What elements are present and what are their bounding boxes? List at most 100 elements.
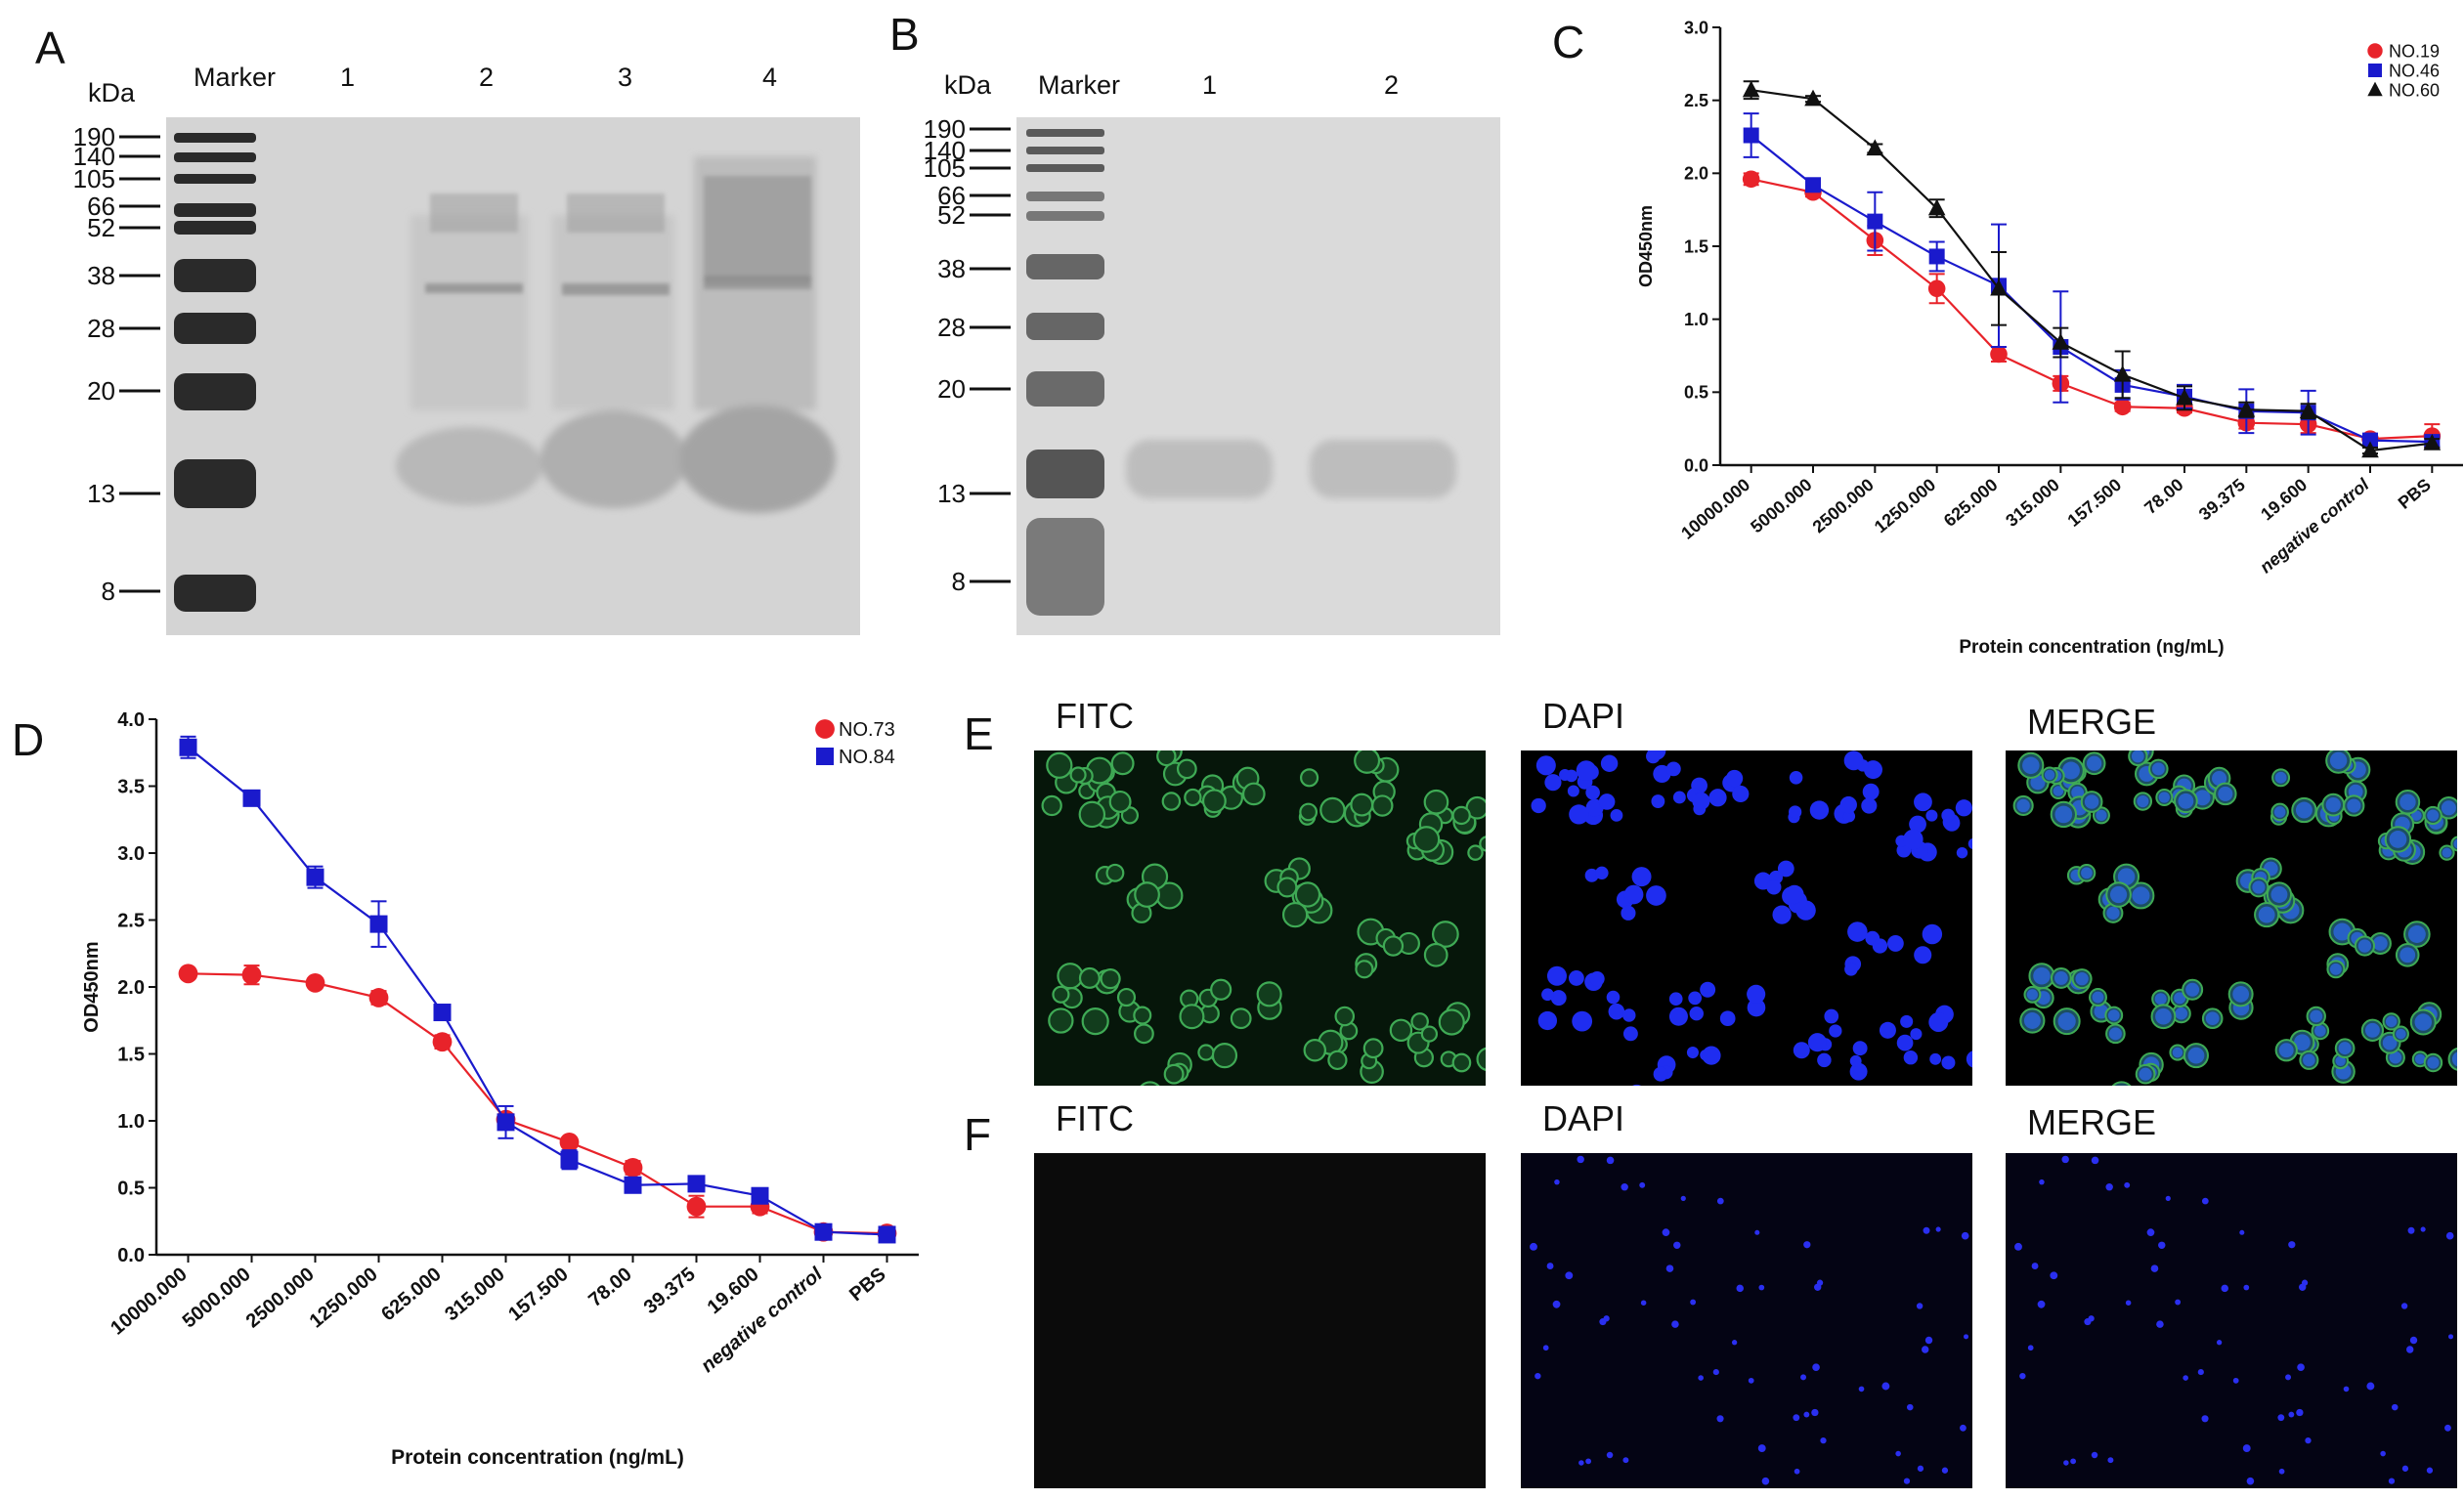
nucleus	[1585, 1458, 1592, 1465]
nucleus	[1757, 1444, 1766, 1453]
nucleus	[1793, 1042, 1810, 1059]
data-point	[2176, 388, 2193, 406]
y-tick-label: 1.0	[117, 1111, 145, 1133]
cell	[1116, 987, 1137, 1007]
nucleus	[2338, 1042, 2352, 1055]
nucleus	[1665, 1264, 1674, 1272]
y-tick-label: 4.0	[117, 709, 145, 731]
channel-label-fitc: FITC	[1056, 696, 1134, 736]
cell	[1140, 1081, 1160, 1086]
nucleus	[1921, 1346, 1929, 1353]
panel-letter-a: A	[35, 22, 65, 73]
mw-label: 190	[73, 122, 115, 151]
mw-label: 190	[924, 114, 966, 144]
nucleus	[2273, 806, 2286, 818]
micrograph-f-fitc	[1034, 1153, 1486, 1488]
nucleus	[2107, 1009, 2120, 1021]
nucleus	[2218, 786, 2233, 801]
nucleus	[1544, 774, 1562, 792]
nucleus	[2175, 1299, 2182, 1306]
cell	[1371, 794, 1394, 817]
nucleus	[2427, 809, 2440, 822]
cell	[1389, 1018, 1413, 1043]
legend-label: NO.46	[2389, 61, 2440, 80]
channel-label-fitc: FITC	[1056, 1098, 1134, 1138]
nucleus	[2444, 1424, 2451, 1432]
nucleus	[1622, 1008, 1636, 1022]
nucleus	[2399, 947, 2416, 964]
nucleus	[1793, 1414, 1800, 1422]
nucleus	[1916, 1303, 1924, 1309]
nucleus	[1546, 965, 1567, 986]
nucleus	[1716, 1415, 1724, 1423]
y-tick-label: 3.5	[117, 777, 145, 798]
y-tick-label: 2.0	[117, 977, 145, 999]
nucleus	[2389, 1050, 2402, 1064]
nucleus	[1621, 1182, 1628, 1191]
cell	[1081, 1007, 1109, 1036]
nucleus	[2019, 1372, 2026, 1380]
cell	[1303, 1039, 1326, 1062]
nucleus	[1577, 1155, 1584, 1164]
data-point	[687, 1175, 706, 1193]
micrograph-f-dapi	[1521, 1153, 1972, 1488]
nucleus	[2391, 1403, 2399, 1411]
nucleus	[2310, 1009, 2323, 1023]
cell	[1299, 802, 1318, 822]
nucleus	[2071, 786, 2085, 799]
panel-letter-f: F	[964, 1109, 992, 1160]
cell	[1350, 793, 1374, 817]
cell	[1410, 1012, 1429, 1031]
data-point	[2361, 441, 2379, 458]
nucleus	[1917, 1465, 1924, 1472]
lane-label: 2	[1384, 70, 1400, 100]
nucleus	[1622, 1457, 1629, 1464]
data-point	[1928, 248, 1945, 265]
nucleus	[2357, 939, 2372, 953]
data-point	[2299, 402, 2317, 418]
data-point	[1742, 170, 1760, 189]
nucleus	[1766, 879, 1782, 895]
data-point	[1867, 213, 1883, 230]
nucleus	[2399, 793, 2416, 810]
y-axis-title: OD450nm	[1636, 205, 1656, 287]
nucleus	[2201, 1197, 2209, 1205]
nucleus	[1686, 1047, 1699, 1059]
panel-letter-b: B	[889, 9, 920, 60]
x-tick-label: 157.500	[2064, 475, 2126, 531]
cell	[1241, 782, 1266, 806]
nucleus	[1794, 1468, 1800, 1475]
data-point	[369, 915, 388, 933]
data-point	[242, 789, 261, 807]
x-tick-label: 19.600	[2257, 475, 2311, 525]
nucleus	[2084, 1318, 2092, 1326]
nucleus	[1812, 1363, 1820, 1372]
nucleus	[2139, 1067, 2152, 1081]
nucleus	[2106, 906, 2120, 920]
data-point	[1866, 139, 1884, 156]
y-tick-label: 2.0	[1684, 164, 1708, 184]
nucleus	[2380, 1450, 2386, 1457]
elisa-chart-c: 0.0 0.5 1.0 1.5 2.0 2.5 3.0 10000.0005000.00025…	[1636, 18, 2463, 658]
nucleus	[1816, 1279, 1824, 1286]
nucleus	[2243, 1284, 2250, 1291]
nucleus	[1879, 1021, 1896, 1039]
cell	[1179, 1004, 1205, 1030]
nucleus	[2053, 786, 2064, 796]
mw-label: 20	[87, 376, 115, 406]
nucleus	[2084, 794, 2099, 809]
nucleus	[2174, 992, 2186, 1005]
nucleus	[1842, 810, 1856, 823]
data-point	[306, 868, 324, 886]
y-tick-label: 1.0	[1684, 310, 1708, 329]
cell	[1423, 789, 1449, 815]
nucleus	[1914, 946, 1932, 964]
nucleus	[1906, 1403, 1914, 1411]
cell	[1334, 1006, 1356, 1027]
nucleus	[2329, 751, 2348, 770]
nucleus	[2295, 801, 2313, 819]
nucleus	[2373, 936, 2388, 951]
nucleus	[1542, 1345, 1549, 1351]
x-tick-label: 2500.000	[242, 1264, 319, 1332]
nucleus	[1700, 981, 1716, 998]
